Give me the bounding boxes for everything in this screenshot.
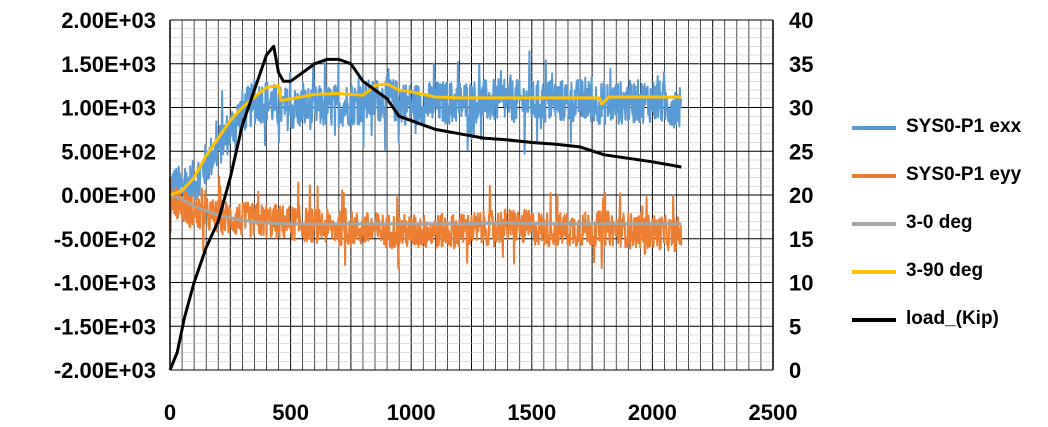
y-tick-label: 1.50E+03 xyxy=(61,52,156,77)
y-tick-label: 2.00E+03 xyxy=(61,8,156,33)
y2-tick-label: 30 xyxy=(789,96,813,121)
y-tick-label: -1.00E+03 xyxy=(54,271,156,296)
legend-swatch xyxy=(852,318,896,322)
chart-series xyxy=(168,44,683,371)
chart-legend: SYS0-P1 exx SYS0-P1 eyy 3-0 deg 3-90 deg loa… xyxy=(848,110,1044,350)
series-line-2 xyxy=(169,193,682,226)
legend-item: 3-90 deg xyxy=(848,254,1044,302)
x-tick-label: 0 xyxy=(164,400,176,425)
y-tick-label: -1.50E+03 xyxy=(54,314,156,339)
y2-tick-label: 40 xyxy=(789,8,813,33)
y-tick-label: 0.00E+00 xyxy=(61,183,156,208)
y2-tick-label: 15 xyxy=(789,227,813,252)
x-tick-label: 2500 xyxy=(749,400,798,425)
chart-ticks: 2.00E+03 1.50E+03 1.00E+03 5.00E+02 0.00E+00… xyxy=(54,8,814,425)
legend-item: load_(Kip) xyxy=(848,302,1044,350)
y2-tick-label: 25 xyxy=(789,139,813,164)
legend-swatch xyxy=(852,126,896,130)
chart-axes xyxy=(169,20,774,370)
legend-label: SYS0-P1 exx xyxy=(906,116,1022,137)
x-tick-label: 1000 xyxy=(387,400,436,425)
legend-label: 3-90 deg xyxy=(906,260,984,281)
y-tick-label: 1.00E+03 xyxy=(61,96,156,121)
y2-tick-label: 35 xyxy=(789,52,813,77)
legend-swatch xyxy=(852,174,896,178)
legend-label: 3-0 deg xyxy=(906,212,973,233)
y2-tick-label: 20 xyxy=(789,183,813,208)
y2-tick-label: 0 xyxy=(789,358,801,383)
y-tick-label: 5.00E+02 xyxy=(61,139,156,164)
legend-swatch xyxy=(852,222,896,226)
y2-tick-label: 5 xyxy=(789,314,801,339)
legend-label: load_(Kip) xyxy=(906,308,999,329)
y-tick-label: -2.00E+03 xyxy=(54,358,156,383)
legend-swatch xyxy=(852,270,896,274)
x-tick-label: 2000 xyxy=(628,400,677,425)
legend-item: SYS0-P1 eyy xyxy=(848,158,1044,206)
legend-label: SYS0-P1 eyy xyxy=(906,164,1022,185)
series-line-4 xyxy=(168,44,682,371)
y-tick-label: -5.00E+02 xyxy=(54,227,156,252)
series-line-3 xyxy=(169,82,682,197)
x-tick-label: 500 xyxy=(272,400,309,425)
series-line-0 xyxy=(169,50,683,207)
legend-item: 3-0 deg xyxy=(848,206,1044,254)
y2-tick-label: 10 xyxy=(789,271,813,296)
legend-item: SYS0-P1 exx xyxy=(848,110,1044,158)
x-tick-label: 1500 xyxy=(507,400,556,425)
chart-grid xyxy=(169,19,774,371)
series-line-1 xyxy=(169,175,683,270)
